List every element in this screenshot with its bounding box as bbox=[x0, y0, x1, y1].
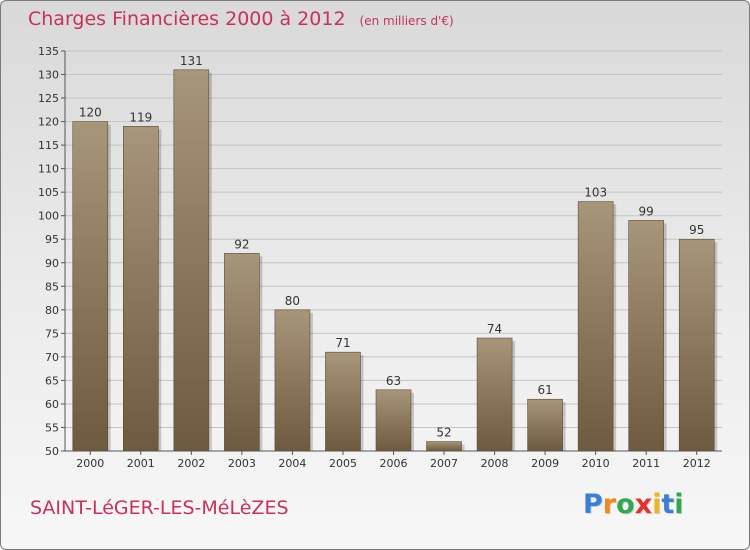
x-tick-label: 2005 bbox=[329, 457, 357, 470]
y-tick-label: 85 bbox=[45, 280, 59, 293]
y-tick-label: 95 bbox=[45, 233, 59, 246]
chart-title-text: Charges Financières 2000 à 2012 bbox=[28, 8, 346, 30]
bar-value-label: 52 bbox=[436, 426, 451, 440]
x-tick-label: 2009 bbox=[531, 457, 559, 470]
x-tick-label: 2003 bbox=[228, 457, 256, 470]
bar-value-label: 61 bbox=[537, 383, 552, 397]
y-tick-label: 75 bbox=[45, 327, 59, 340]
x-tick-label: 2012 bbox=[683, 457, 711, 470]
x-tick-label: 2008 bbox=[481, 457, 509, 470]
bar-2007 bbox=[426, 441, 462, 452]
axes: 50 55 60 65 70 75 80 85 90 95 100 105 110 115 120 125 13… bbox=[38, 45, 722, 470]
bar-value-label: 92 bbox=[234, 237, 249, 251]
x-tick-label: 2001 bbox=[127, 457, 155, 470]
y-tick-label: 115 bbox=[38, 139, 59, 152]
bar-2004 bbox=[274, 309, 311, 452]
y-tick-label: 120 bbox=[38, 116, 59, 129]
bar-2003 bbox=[224, 253, 260, 452]
y-tick-label: 105 bbox=[38, 186, 59, 199]
bar-value-label: 71 bbox=[335, 336, 350, 350]
x-tick-label: 2004 bbox=[278, 457, 306, 470]
bar-value-label: 131 bbox=[180, 54, 203, 68]
x-tick-label: 2011 bbox=[632, 457, 660, 470]
y-tick-label: 70 bbox=[45, 351, 59, 364]
x-tick-label: 2002 bbox=[177, 457, 205, 470]
bar-value-label: 99 bbox=[639, 204, 654, 218]
bar-value-label: 120 bbox=[79, 106, 102, 120]
logo-letter: t bbox=[661, 489, 675, 520]
logo-letter: P bbox=[583, 489, 603, 520]
bar-2010 bbox=[577, 201, 614, 452]
bar-value-label: 95 bbox=[689, 223, 704, 237]
bar-2008 bbox=[476, 337, 513, 452]
logo-letter: r bbox=[602, 489, 617, 520]
y-tick-label: 90 bbox=[45, 257, 59, 270]
bar-value-label: 63 bbox=[386, 374, 401, 388]
bar-2012 bbox=[678, 238, 715, 452]
bar-2000 bbox=[72, 121, 109, 452]
x-tick-label: 2000 bbox=[76, 457, 104, 470]
bars: 120 119 131 92 80 71 63 52 74 61 103 99 95 bbox=[72, 54, 718, 452]
y-tick-label: 135 bbox=[38, 45, 59, 58]
bar-2005 bbox=[325, 351, 361, 452]
proxiti-logo: Proxiti bbox=[583, 489, 684, 520]
logo-letter: i bbox=[674, 489, 684, 520]
x-tick-label: 2006 bbox=[380, 457, 408, 470]
y-tick-label: 55 bbox=[45, 421, 59, 434]
bar-value-label: 74 bbox=[487, 322, 502, 336]
y-tick-label: 125 bbox=[38, 92, 59, 105]
bar-2009 bbox=[527, 398, 563, 452]
chart-title: Charges Financières 2000 à 2012 (en milli… bbox=[28, 8, 454, 30]
bar-value-label: 119 bbox=[129, 110, 152, 124]
logo-letter: i bbox=[652, 489, 662, 520]
y-tick-label: 80 bbox=[45, 304, 59, 317]
bar-2001 bbox=[123, 125, 159, 452]
y-tick-label: 110 bbox=[38, 163, 59, 176]
bar-value-label: 80 bbox=[285, 294, 300, 308]
chart-unit: (en milliers d'€) bbox=[359, 14, 454, 28]
bar-value-label: 103 bbox=[584, 186, 607, 200]
x-tick-label: 2010 bbox=[582, 457, 610, 470]
y-tick-label: 65 bbox=[45, 374, 59, 387]
city-name: SAINT-LéGER-LES-MéLèZES bbox=[30, 497, 289, 519]
bar-2002 bbox=[173, 69, 210, 452]
bar-2006 bbox=[375, 389, 412, 452]
y-tick-label: 50 bbox=[45, 445, 59, 458]
y-tick-label: 60 bbox=[45, 398, 59, 411]
bar-2011 bbox=[628, 220, 664, 452]
logo-letter: o bbox=[616, 489, 635, 520]
y-tick-label: 100 bbox=[38, 210, 59, 223]
x-tick-label: 2007 bbox=[430, 457, 458, 470]
y-tick-label: 130 bbox=[38, 69, 59, 82]
logo-letter: x bbox=[634, 489, 653, 520]
